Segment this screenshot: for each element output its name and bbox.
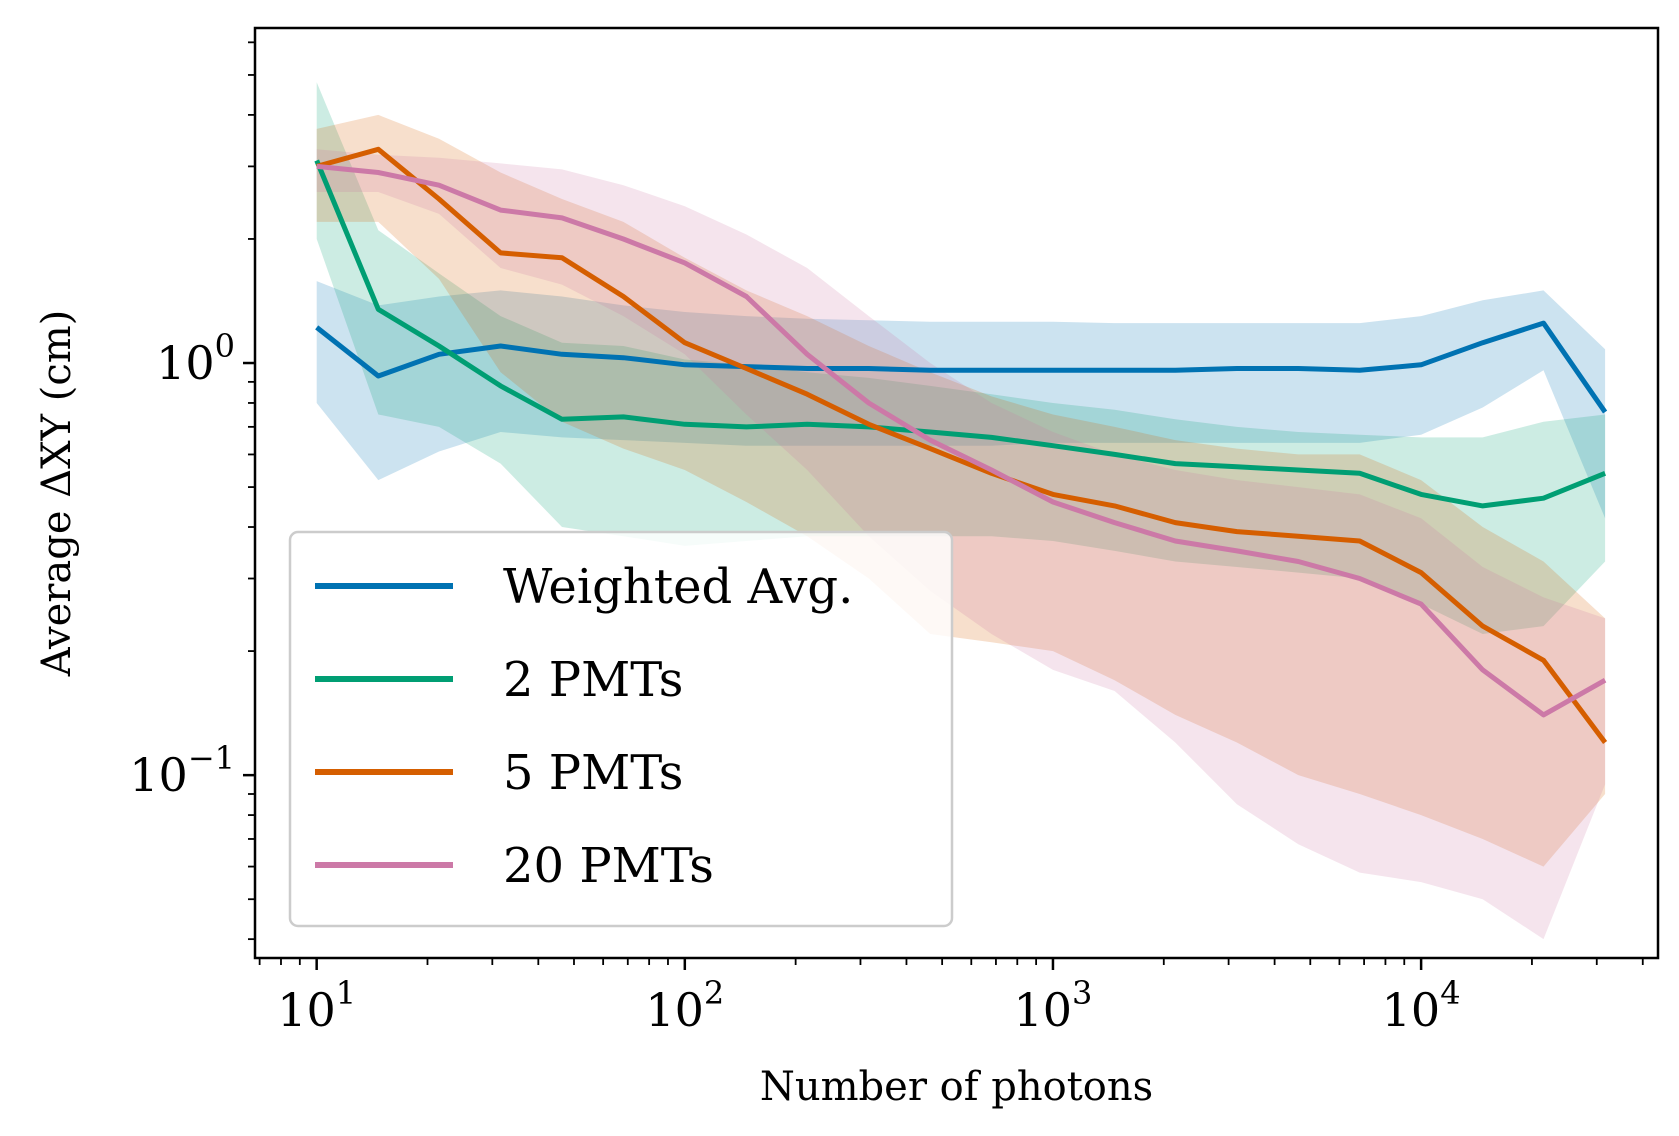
y-axis-label: Average ΔXY (cm) (34, 310, 80, 678)
legend-label: 20 PMTs (503, 838, 714, 894)
band-series-1 (316, 82, 1606, 635)
line-series-0 (315, 320, 1608, 414)
line-series-3 (316, 163, 1607, 718)
legend-label: 5 PMTs (503, 745, 683, 801)
y-tick-label: 10−1 (129, 739, 235, 802)
line-series-2 (316, 146, 1608, 744)
x-tick-label: 103 (1014, 974, 1093, 1037)
x-tick-label: 104 (1382, 974, 1461, 1037)
x-tick-label: 102 (645, 974, 724, 1037)
legend-label: 2 PMTs (503, 652, 683, 708)
band-series-2 (316, 114, 1606, 867)
band-series-0 (316, 281, 1606, 519)
error-bands (316, 82, 1606, 940)
y-tick-label: 100 (156, 327, 235, 390)
legend-label: Weighted Avg. (503, 559, 853, 615)
legend-box (288, 530, 954, 928)
legend: Weighted Avg. 2 PMTs 5 PMTs 20 PMTs (288, 530, 954, 928)
band-series-3 (316, 149, 1606, 940)
series-lines (314, 146, 1608, 744)
plot-frame (253, 26, 1660, 960)
x-tick-label: 101 (277, 974, 356, 1037)
x-axis-label: Number of photons (760, 1064, 1153, 1110)
line-series-1 (314, 159, 1607, 509)
